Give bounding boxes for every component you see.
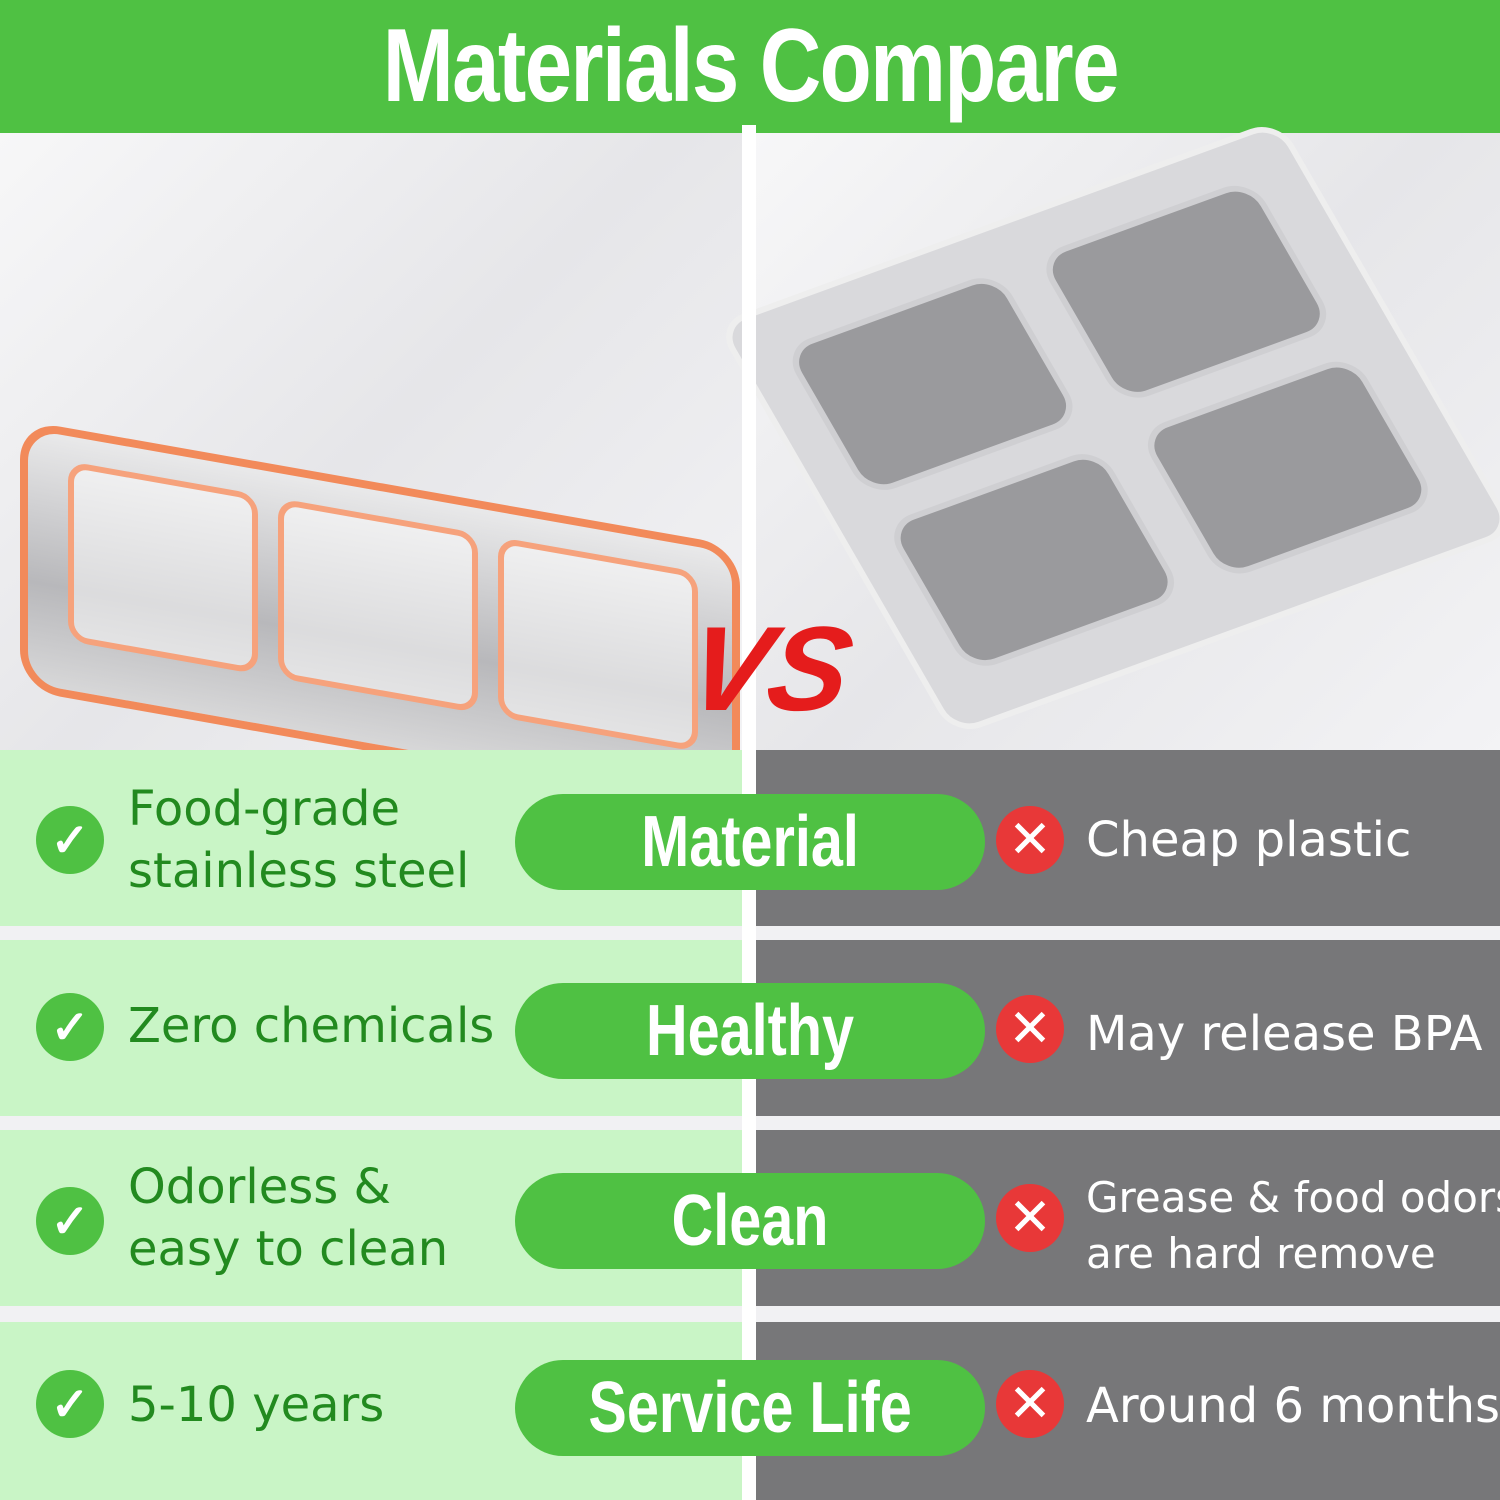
check-icon: ✓ — [36, 993, 104, 1061]
stainless-steel-container-image — [0, 133, 742, 817]
vs-label: VS — [678, 602, 862, 736]
con-text: Around 6 months — [1086, 1378, 1500, 1434]
check-icon: ✓ — [36, 1370, 104, 1438]
check-icon: ✓ — [36, 1187, 104, 1255]
cross-icon: ✕ — [996, 1370, 1064, 1438]
plastic-container-image — [714, 118, 1500, 750]
cross-icon: ✕ — [996, 806, 1064, 874]
pro-text: Odorless & easy to clean — [128, 1159, 449, 1277]
page-title: Materials Compare — [382, 8, 1119, 124]
header-banner: Materials Compare — [0, 0, 1500, 133]
compare-row-material: ✓ Food-grade stainless steel Material ✕ C… — [0, 750, 1500, 926]
cross-icon: ✕ — [996, 1184, 1064, 1252]
pro-text: Zero chemicals — [128, 998, 495, 1054]
con-text: May release BPA — [1086, 1006, 1483, 1062]
category-pill: Material — [515, 794, 985, 890]
cross-icon: ✕ — [996, 995, 1064, 1063]
category-pill: Service Life — [515, 1360, 985, 1456]
check-icon: ✓ — [36, 806, 104, 874]
pro-text: 5-10 years — [128, 1377, 385, 1433]
con-text: Cheap plastic — [1086, 812, 1412, 868]
compare-row-service-life: ✓ 5-10 years Service Life ✕ Around 6 mon… — [0, 1322, 1500, 1500]
compare-row-healthy: ✓ Zero chemicals Healthy ✕ May release B… — [0, 940, 1500, 1116]
category-pill: Healthy — [515, 983, 985, 1079]
category-pill: Clean — [515, 1173, 985, 1269]
compare-row-clean: ✓ Odorless & easy to clean Clean ✕ Grease… — [0, 1130, 1500, 1306]
pro-text: Food-grade stainless steel — [128, 781, 470, 899]
con-text: Grease & food odors are hard remove — [1086, 1173, 1500, 1278]
